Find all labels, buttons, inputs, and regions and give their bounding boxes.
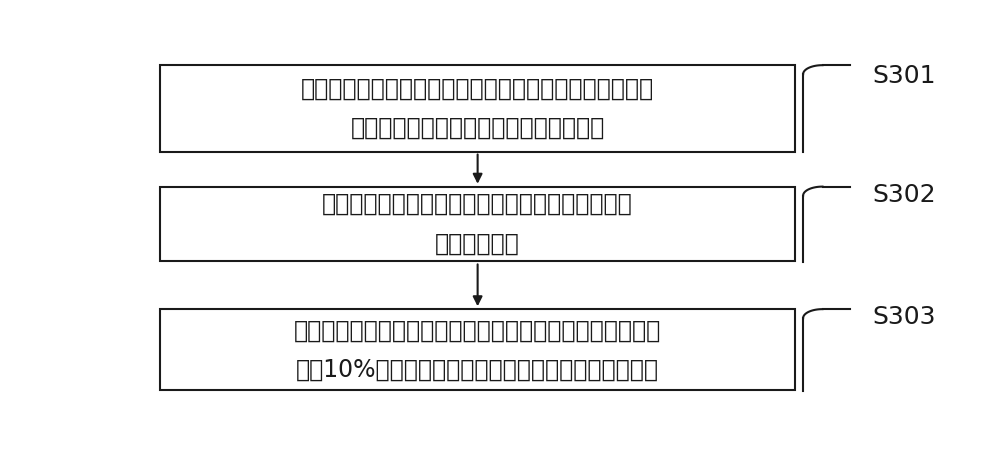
Text: S301: S301: [873, 64, 936, 88]
Text: 依据研究区的地质状况，设定四组不同物源体系的
沉积正演模型: 依据研究区的地质状况，设定四组不同物源体系的 沉积正演模型: [322, 192, 633, 256]
Text: S303: S303: [873, 306, 936, 329]
FancyBboxPatch shape: [160, 309, 795, 390]
Text: 通过对研究区域高精度资料的分析，确定层序地层界面及
各段地层的厚度；确定研究区的地质状况: 通过对研究区域高精度资料的分析，确定层序地层界面及 各段地层的厚度；确定研究区的…: [301, 77, 654, 140]
Text: S302: S302: [873, 183, 936, 207]
FancyBboxPatch shape: [160, 187, 795, 261]
Text: 对获取的四组沉积正演模型进行模拟，选择与实际数据误差
小于10%且误差最小的沉积正演模型作为沉积正演模型: 对获取的四组沉积正演模型进行模拟，选择与实际数据误差 小于10%且误差最小的沉积…: [294, 318, 661, 381]
FancyBboxPatch shape: [160, 65, 795, 152]
